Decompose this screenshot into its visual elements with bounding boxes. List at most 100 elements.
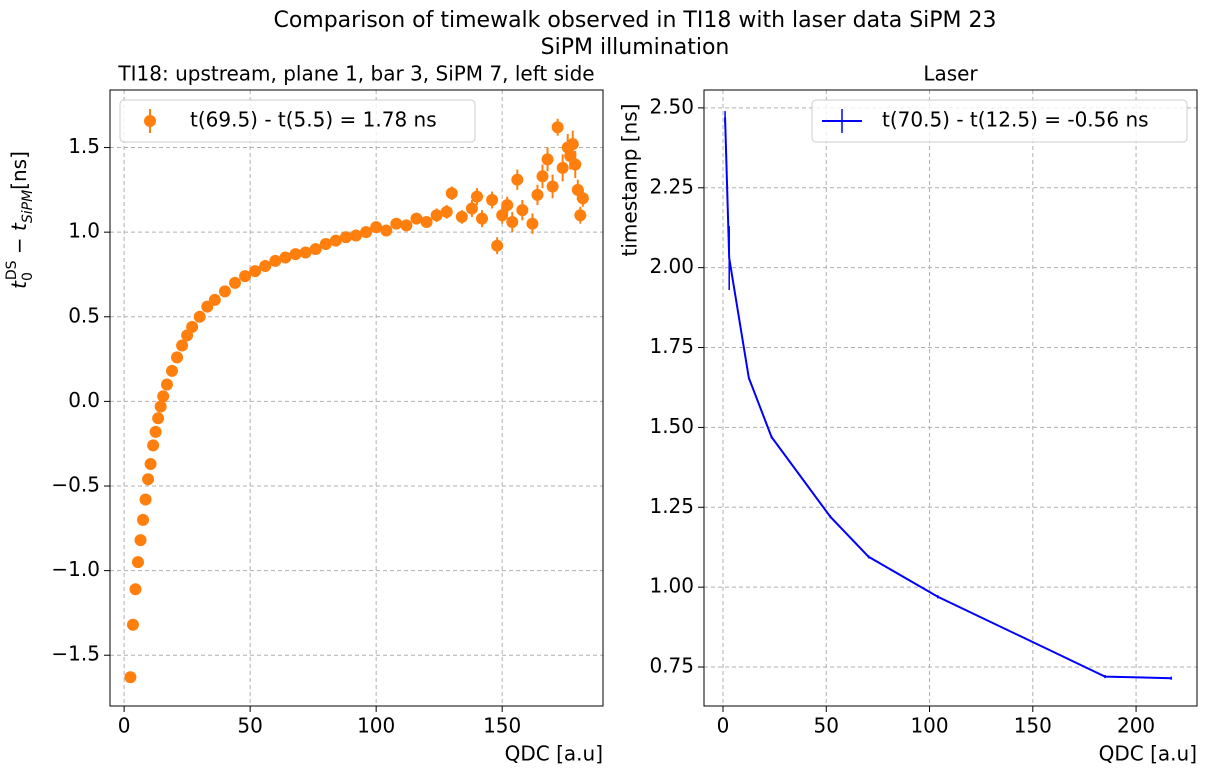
- plot-frame: [703, 89, 1198, 707]
- point: [390, 217, 403, 230]
- point: [470, 190, 483, 203]
- y-tick-label: 1.75: [649, 334, 694, 358]
- point: [139, 493, 152, 506]
- point: [440, 205, 453, 218]
- legend-label: t(70.5) - t(12.5) = -0.56 ns: [882, 108, 1149, 132]
- point: [546, 180, 559, 193]
- point: [137, 513, 150, 526]
- y-axis-label-part: t: [7, 280, 31, 289]
- y-tick-label: 1.5: [68, 134, 100, 158]
- point: [465, 202, 478, 215]
- point: [430, 209, 443, 222]
- point: [129, 583, 142, 596]
- point: [566, 138, 579, 151]
- legend-symbol: [144, 115, 156, 127]
- x-tick-label: 150: [483, 714, 521, 738]
- point: [455, 210, 468, 223]
- y-tick-label: 2.25: [649, 174, 694, 198]
- point: [476, 212, 489, 225]
- y-tick-label: 0.75: [649, 654, 694, 678]
- point: [319, 238, 332, 250]
- point: [339, 231, 352, 244]
- point: [131, 556, 144, 569]
- y-tick-label: −0.5: [51, 473, 100, 497]
- x-tick-label: 0: [717, 714, 730, 738]
- point: [370, 221, 383, 234]
- point: [496, 209, 509, 222]
- y-axis-label-part: 0: [20, 272, 36, 281]
- point: [445, 187, 458, 200]
- x-axis-label: QDC [a.u]: [505, 742, 603, 766]
- point: [309, 243, 322, 256]
- point: [176, 339, 189, 352]
- panel-title: TI18: upstream, plane 1, bar 3, SiPM 7, …: [117, 62, 594, 86]
- y-axis-label-part: [ns]: [7, 151, 31, 190]
- point: [142, 473, 155, 486]
- point: [249, 265, 262, 278]
- x-axis-label: QDC [a.u]: [1099, 742, 1197, 766]
- legend-box: [811, 99, 1188, 143]
- point: [144, 458, 157, 470]
- point: [124, 671, 137, 684]
- y-tick-label: 0.5: [68, 303, 100, 327]
- y-axis-label-part: DS: [4, 260, 20, 280]
- point: [299, 246, 312, 259]
- point: [531, 188, 544, 201]
- legend-label: t(69.5) - t(5.5) = 1.78 ns: [190, 108, 437, 132]
- y-axis-label-part: SiPM: [20, 190, 36, 223]
- point: [576, 192, 589, 205]
- line: [724, 117, 1172, 680]
- point: [239, 270, 252, 283]
- point: [166, 364, 179, 377]
- point: [526, 217, 539, 230]
- y-tick-label: −1.5: [51, 642, 100, 666]
- x-tick-label: 200: [1117, 714, 1155, 738]
- point: [329, 234, 342, 247]
- y-tick-label: 2.50: [649, 94, 694, 118]
- y-axis-label: t0DS − tSiPM[ns]: [4, 151, 36, 289]
- x-tick-label: 50: [814, 714, 839, 738]
- point: [360, 226, 373, 239]
- point: [556, 161, 569, 174]
- point: [501, 199, 514, 212]
- figure-subtitle: SiPM illumination: [541, 35, 730, 60]
- point: [208, 293, 221, 306]
- point: [400, 219, 413, 232]
- point: [349, 229, 362, 242]
- x-tick-label: 150: [1014, 714, 1052, 738]
- y-tick-label: −1.0: [51, 557, 100, 581]
- point: [147, 439, 160, 452]
- point: [171, 351, 184, 364]
- y-tick-label: 2.00: [649, 254, 694, 278]
- point: [380, 224, 393, 237]
- point: [511, 173, 524, 186]
- point: [152, 412, 165, 425]
- point: [259, 260, 272, 272]
- y-tick-label: 1.50: [649, 414, 694, 438]
- point: [289, 248, 302, 261]
- point: [218, 285, 231, 298]
- point: [193, 310, 206, 323]
- point: [154, 400, 167, 413]
- point: [420, 216, 433, 228]
- point: [569, 158, 582, 171]
- point: [279, 251, 292, 264]
- figure-title: Comparison of timewalk observed in TI18 …: [273, 8, 996, 33]
- point: [149, 425, 162, 438]
- y-tick-label: 0.0: [68, 388, 100, 412]
- point: [491, 239, 504, 252]
- point: [229, 276, 242, 289]
- point: [126, 618, 139, 631]
- y-tick-label: 1.00: [649, 574, 694, 598]
- plot-frame: [109, 89, 604, 707]
- y-tick-label: 1.0: [68, 219, 100, 243]
- point: [516, 204, 529, 217]
- point: [486, 194, 499, 206]
- x-tick-label: 100: [910, 714, 948, 738]
- x-tick-label: 50: [237, 714, 262, 738]
- point: [186, 320, 199, 333]
- panel-title: Laser: [923, 62, 978, 86]
- x-tick-label: 100: [357, 714, 395, 738]
- point: [269, 254, 282, 267]
